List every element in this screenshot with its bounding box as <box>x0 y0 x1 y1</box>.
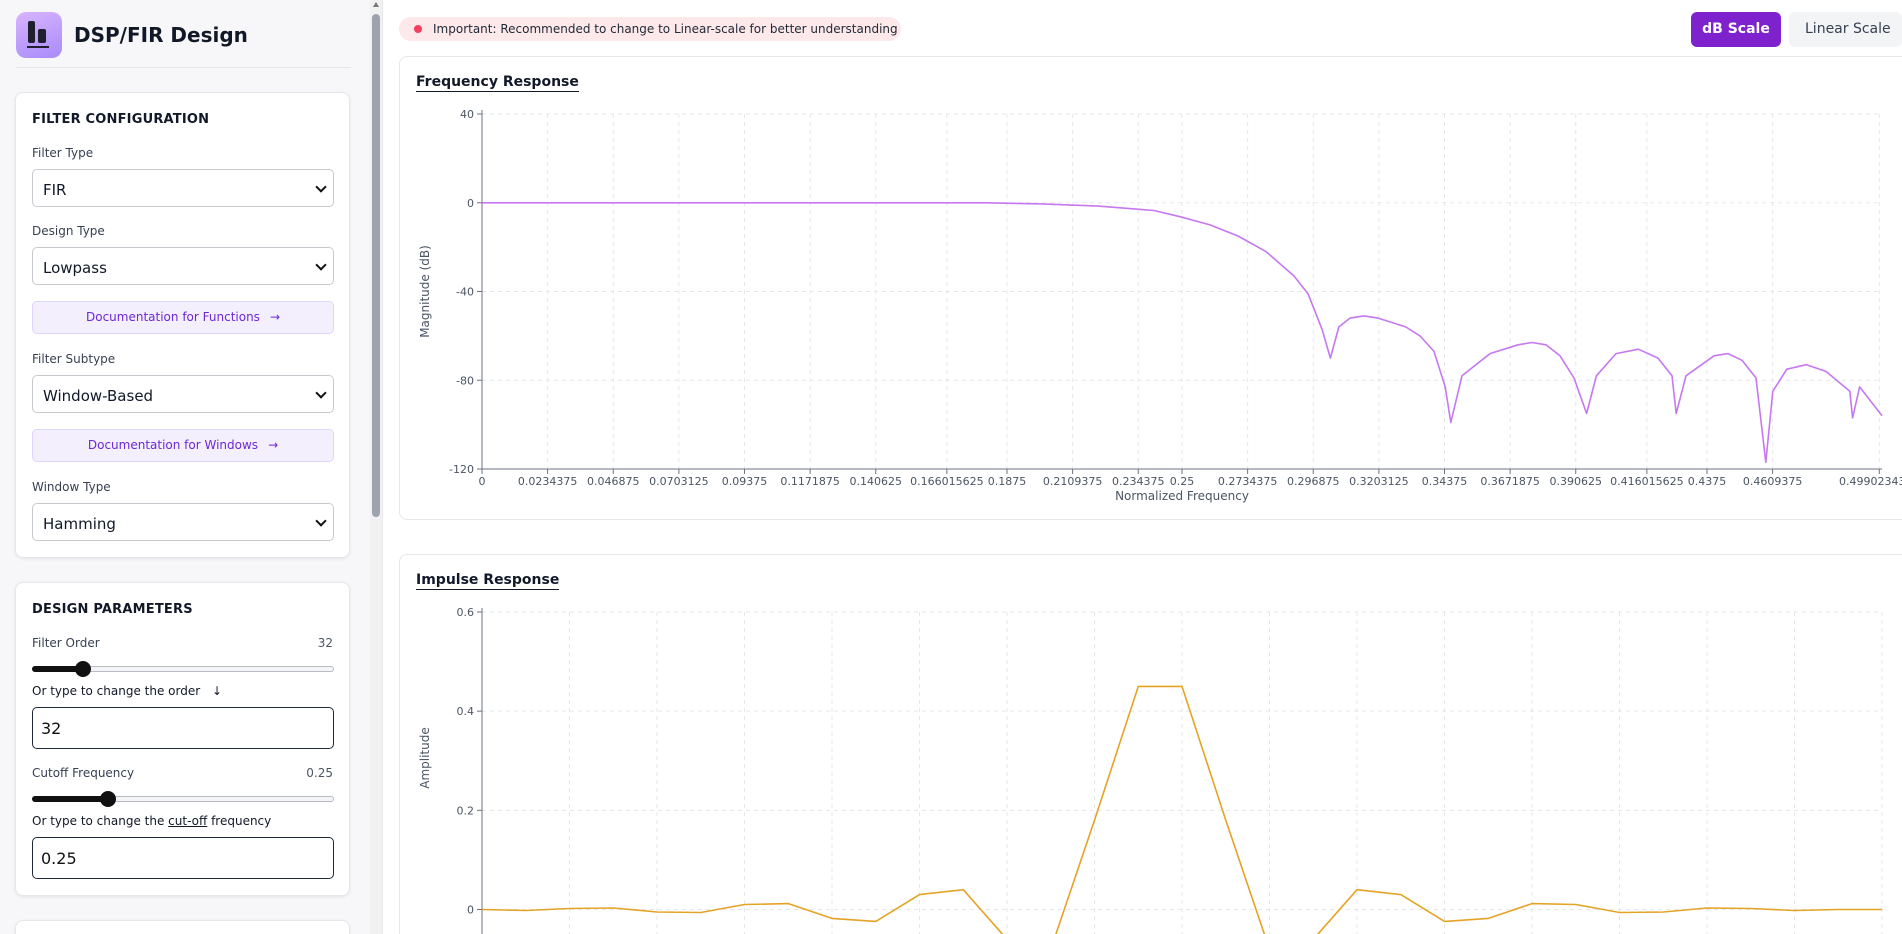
x-tick-label: 0.1875 <box>988 475 1027 488</box>
filter-order-slider[interactable] <box>32 660 334 678</box>
design-type-value: Lowpass <box>43 259 107 277</box>
window-type-value: Hamming <box>43 515 116 533</box>
documentation-windows-button[interactable]: Documentation for Windows → <box>32 429 334 462</box>
cutoff-frequency-label: Cutoff Frequency <box>32 766 135 780</box>
y-tick-label: 0 <box>467 904 474 917</box>
filter-subtype-label: Filter Subtype <box>32 352 116 366</box>
db-scale-button[interactable]: dB Scale <box>1691 12 1781 47</box>
x-tick-label: 0.4375 <box>1688 475 1727 488</box>
alert-dot-icon <box>414 25 422 33</box>
y-axis-label: Magnitude (dB) <box>418 245 432 338</box>
linear-scale-button[interactable]: Linear Scale <box>1789 12 1902 47</box>
scroll-up-icon[interactable] <box>373 2 379 7</box>
x-tick-label: 0.046875 <box>587 475 640 488</box>
sidebar-scrollbar-thumb[interactable] <box>372 14 380 517</box>
filter-order-input[interactable]: 32 <box>32 707 334 749</box>
notice-text: Important: Recommended to change to Line… <box>433 22 898 36</box>
x-tick-label: 0.2109375 <box>1043 475 1103 488</box>
filter-subtype-select[interactable]: Window-Based <box>32 375 334 413</box>
x-tick-label: 0 <box>479 475 486 488</box>
documentation-functions-button[interactable]: Documentation for Functions → <box>32 301 334 334</box>
series-line <box>481 685 1882 934</box>
x-tick-label: 0.09375 <box>722 475 768 488</box>
chevron-down-icon <box>315 515 327 527</box>
frequency-response-chart: 40 0 -40 -80 -120 0 0.0234375 0.046875 0.0703125… <box>418 108 1902 503</box>
x-tick-label: 0.2734375 <box>1218 475 1278 488</box>
filter-configuration-card: FILTER CONFIGURATION Filter Type FIR Des… <box>15 92 350 558</box>
slider-thumb[interactable] <box>99 791 116 807</box>
filter-configuration-title: FILTER CONFIGURATION <box>32 112 210 127</box>
x-tick-label: 0.34375 <box>1422 475 1468 488</box>
frequency-response-panel: Frequency Response 40 0 -40 -80 -120 0 0.02343… <box>399 56 1902 520</box>
next-card <box>15 920 350 934</box>
design-type-select[interactable]: Lowpass <box>32 247 334 285</box>
y-tick-label: 0.4 <box>457 705 475 718</box>
sidebar: DSP/FIR Design FILTER CONFIGURATION Filt… <box>0 0 370 934</box>
impulse-response-chart: 0.6 0.4 0.2 0 Amplitude <box>418 606 1883 934</box>
design-parameters-title: DESIGN PARAMETERS <box>32 602 193 617</box>
chevron-down-icon <box>315 259 327 271</box>
cutoff-frequency-slider[interactable] <box>32 790 334 808</box>
window-type-label: Window Type <box>32 480 111 494</box>
x-tick-label: 0.4609375 <box>1743 475 1803 488</box>
order-hint: Or type to change the order ↓ <box>32 684 223 698</box>
series-line <box>482 202 1883 464</box>
filter-subtype-value: Window-Based <box>43 387 154 405</box>
impulse-response-title: Impulse Response <box>416 572 560 590</box>
x-tick-label: 0.234375 <box>1112 475 1165 488</box>
x-axis-label: Normalized Frequency <box>1115 489 1249 503</box>
window-type-select[interactable]: Hamming <box>32 503 334 541</box>
x-tick-label: 0.3203125 <box>1349 475 1409 488</box>
x-tick-label: 0.4990234375 <box>1839 475 1902 488</box>
x-tick-label: 0.3671875 <box>1480 475 1540 488</box>
scale-notice: Important: Recommended to change to Line… <box>399 17 901 41</box>
x-tick-label: 0.1171875 <box>780 475 840 488</box>
filter-type-label: Filter Type <box>32 146 94 160</box>
x-tick-label: 0.416015625 <box>1610 475 1683 488</box>
arrow-down-icon: ↓ <box>212 684 223 698</box>
chevron-down-icon <box>315 181 327 193</box>
y-tick-label: 0 <box>467 197 474 210</box>
impulse-response-panel: Impulse Response 0.6 0.4 0.2 0 Amplitude <box>399 554 1902 934</box>
documentation-functions-label: Documentation for Functions <box>86 310 260 324</box>
x-tick-label: 0.166015625 <box>910 475 983 488</box>
app-title: DSP/FIR Design <box>74 23 248 47</box>
cutoff-hint: Or type to change the cut-off frequency <box>32 814 272 828</box>
arrow-right-icon: → <box>269 310 280 324</box>
y-axis-label: Amplitude <box>418 727 432 789</box>
app-logo-icon <box>16 12 62 58</box>
y-tick-label: -120 <box>449 463 474 476</box>
design-parameters-card: DESIGN PARAMETERS Filter Order 32 Or typ… <box>15 582 350 896</box>
cutoff-link[interactable]: cut-off <box>168 814 208 828</box>
x-tick-label: 0.140625 <box>850 475 903 488</box>
cutoff-frequency-input[interactable]: 0.25 <box>32 837 334 879</box>
filter-order-value: 32 <box>317 636 333 650</box>
filter-order-label: Filter Order <box>32 636 100 650</box>
divider <box>382 0 383 934</box>
x-tick-label: 0.390625 <box>1550 475 1603 488</box>
x-tick-label: 0.25 <box>1170 475 1195 488</box>
brand-header: DSP/FIR Design <box>16 12 351 68</box>
y-tick-label: 0.6 <box>457 606 475 619</box>
cutoff-frequency-value: 0.25 <box>306 766 333 780</box>
x-tick-label: 0.0703125 <box>649 475 709 488</box>
chevron-down-icon <box>315 387 327 399</box>
y-tick-label: 0.2 <box>457 804 475 817</box>
documentation-windows-label: Documentation for Windows <box>87 438 259 452</box>
y-tick-label: -80 <box>456 374 474 387</box>
y-tick-label: -40 <box>456 286 474 299</box>
slider-thumb[interactable] <box>75 661 92 677</box>
x-tick-label: 0.0234375 <box>518 475 578 488</box>
design-type-label: Design Type <box>32 224 105 238</box>
frequency-response-title: Frequency Response <box>416 74 579 92</box>
arrow-right-icon: → <box>268 438 279 452</box>
filter-type-select[interactable]: FIR <box>32 169 334 207</box>
filter-type-value: FIR <box>43 181 67 199</box>
x-tick-label: 0.296875 <box>1287 475 1340 488</box>
y-tick-label: 40 <box>460 108 474 121</box>
